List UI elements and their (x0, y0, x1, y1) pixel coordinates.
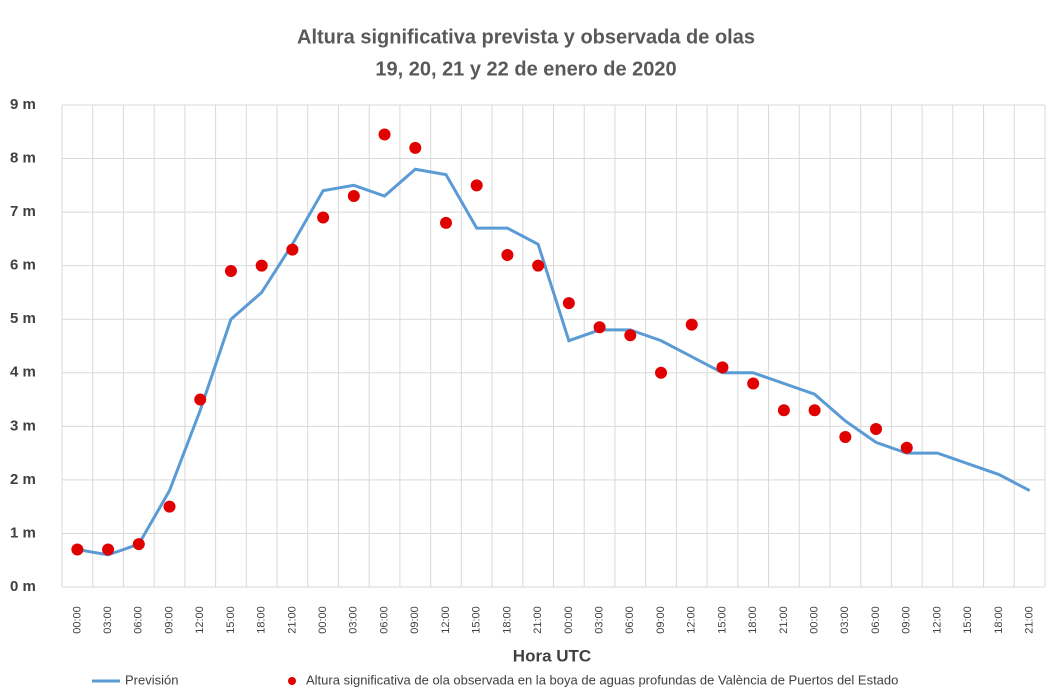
x-tick-label: 12:00 (686, 606, 698, 634)
observed-point (347, 190, 360, 203)
observed-point (716, 361, 729, 374)
observed-point (132, 538, 145, 551)
y-tick-label: 3 m (10, 417, 36, 434)
x-tick-label: 09:00 (655, 606, 667, 634)
x-tick-label: 00:00 (809, 606, 821, 634)
x-tick-label: 12:00 (194, 606, 206, 634)
observed-point (286, 243, 299, 256)
observed-point (102, 543, 115, 556)
observed-point (501, 248, 514, 261)
x-tick-label: 09:00 (901, 606, 913, 634)
x-tick-label: 00:00 (71, 606, 83, 634)
chart-subtitle: 19, 20, 21 y 22 de enero de 2020 (375, 58, 676, 80)
x-tick-label: 00:00 (317, 606, 329, 634)
forecast-line (77, 167, 1031, 557)
observed-point (532, 259, 545, 272)
x-tick-label: 21:00 (286, 606, 298, 634)
y-tick-label: 1 m (10, 524, 36, 541)
x-tick-label: 03:00 (839, 606, 851, 634)
observed-point (839, 431, 852, 444)
observed-point (317, 211, 330, 224)
observed-point (163, 500, 176, 513)
observed-point (900, 441, 913, 454)
observed-point (870, 423, 883, 436)
x-tick-label: 06:00 (870, 606, 882, 634)
x-tick-label: 21:00 (778, 606, 790, 634)
observed-point (624, 329, 637, 342)
observed-point (747, 377, 760, 390)
x-tick-label: 15:00 (225, 606, 237, 634)
x-tick-label: 09:00 (409, 606, 421, 634)
legend-label: Previsión (125, 672, 178, 687)
x-tick-label: 18:00 (993, 606, 1005, 634)
x-tick-label: 12:00 (931, 606, 943, 634)
x-tick-label: 06:00 (378, 606, 390, 634)
observed-point (439, 216, 452, 229)
observed-point (593, 321, 606, 334)
observed-point (655, 366, 668, 379)
x-tick-label: 06:00 (624, 606, 636, 634)
y-tick-label: 6 m (10, 257, 36, 274)
y-tick-label: 8 m (10, 150, 36, 167)
x-tick-label: 15:00 (471, 606, 483, 634)
observed-point (685, 318, 698, 331)
x-tick-label: 12:00 (440, 606, 452, 634)
legend-dot (288, 677, 296, 685)
observed-point (562, 297, 575, 310)
x-tick-label: 09:00 (163, 606, 175, 634)
y-tick-label: 2 m (10, 471, 36, 488)
y-tick-label: 4 m (10, 364, 36, 381)
x-tick-label: 03:00 (102, 606, 114, 634)
observed-point (808, 404, 821, 417)
observed-point (194, 393, 207, 406)
chart-title: Altura significativa prevista y observad… (297, 26, 755, 48)
y-tick-label: 0 m (10, 578, 36, 595)
x-tick-label: 15:00 (716, 606, 728, 634)
observed-point (71, 543, 84, 556)
x-tick-label: 18:00 (256, 606, 268, 634)
y-tick-label: 5 m (10, 310, 36, 327)
x-tick-label: 21:00 (532, 606, 544, 634)
legend-label: Altura significativa de ola observada en… (306, 672, 898, 687)
x-tick-label: 03:00 (593, 606, 605, 634)
x-tick-label: 03:00 (348, 606, 360, 634)
x-tick-label: 00:00 (563, 606, 575, 634)
observed-point (255, 259, 268, 272)
x-tick-label: 18:00 (747, 606, 759, 634)
observed-point (409, 141, 422, 154)
x-tick-label: 18:00 (501, 606, 513, 634)
x-tick-label: 06:00 (133, 606, 145, 634)
observed-point (224, 265, 237, 278)
observed-point (378, 128, 391, 141)
x-tick-label: 21:00 (1024, 606, 1036, 634)
y-tick-label: 7 m (10, 203, 36, 220)
observed-point (777, 404, 790, 417)
x-axis-title: Hora UTC (513, 646, 591, 665)
x-tick-label: 15:00 (962, 606, 974, 634)
y-tick-label: 9 m (10, 96, 36, 113)
observed-point (470, 179, 483, 192)
